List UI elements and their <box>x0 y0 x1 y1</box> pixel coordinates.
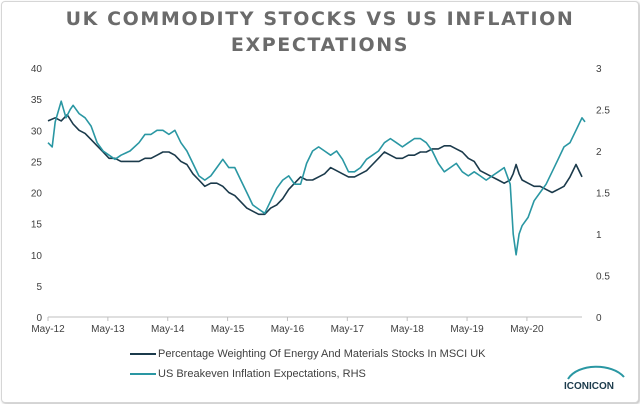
series-line-us-breakeven <box>47 100 586 256</box>
x-tick-label: May-16 <box>271 324 305 335</box>
y-right-tick-label: 1.5 <box>596 189 610 200</box>
iconicon-logo: ICONICON <box>564 365 625 392</box>
chart-title: UK COMMODITY STOCKS VS US INFLATION EXPE… <box>0 6 640 58</box>
x-tick-label: May-15 <box>211 324 245 335</box>
y-left-tick-label: 5 <box>36 282 42 293</box>
legend-swatch-msci-uk <box>130 353 156 355</box>
series-line-msci-uk <box>47 113 583 216</box>
y-left-tick-label: 15 <box>31 220 43 231</box>
logo-text: ICONICON <box>564 381 614 392</box>
y-left-tick-label: 0 <box>36 313 42 324</box>
y-left-tick-label: 25 <box>31 157 43 168</box>
y-left-tick-label: 35 <box>31 95 43 106</box>
chart-title-line-2: EXPECTATIONS <box>230 34 410 56</box>
x-tick-label: May-18 <box>391 324 425 335</box>
y-right-tick-label: 0.5 <box>596 272 610 283</box>
y-left-tick-label: 10 <box>31 251 43 262</box>
x-tick-label: May-17 <box>331 324 365 335</box>
chart-axes: 0 5 10 15 20 25 30 35 40 0 0.5 1 1.5 2 2.5 3 May-12 May-1… <box>31 64 610 335</box>
legend-item-msci-uk: Percentage Weighting Of Energy And Mater… <box>130 344 486 364</box>
legend-label-us-breakeven: US Breakeven Inflation Expectations, RHS <box>158 368 366 380</box>
legend-item-us-breakeven: US Breakeven Inflation Expectations, RHS <box>130 364 486 384</box>
y-left-tick-label: 40 <box>31 64 43 75</box>
chart-series <box>47 100 586 256</box>
chart-title-line-1: UK COMMODITY STOCKS VS US INFLATION <box>65 8 575 30</box>
y-right-tick-label: 3 <box>596 64 602 75</box>
y-right-tick-label: 2.5 <box>596 106 610 117</box>
x-tick-label: May-14 <box>151 324 185 335</box>
x-tick-label: May-20 <box>510 324 544 335</box>
legend-label-msci-uk: Percentage Weighting Of Energy And Mater… <box>158 348 486 360</box>
chart-legend: Percentage Weighting Of Energy And Mater… <box>130 344 486 384</box>
x-tick-label: May-12 <box>31 324 65 335</box>
y-right-tick-label: 1 <box>596 230 602 241</box>
legend-swatch-us-breakeven <box>130 373 156 375</box>
x-tick-label: May-13 <box>91 324 125 335</box>
y-right-tick-label: 0 <box>596 313 602 324</box>
x-tick-label: May-19 <box>450 324 484 335</box>
y-right-tick-label: 2 <box>596 147 602 158</box>
y-left-tick-label: 30 <box>31 126 43 137</box>
y-left-tick-label: 20 <box>31 189 43 200</box>
